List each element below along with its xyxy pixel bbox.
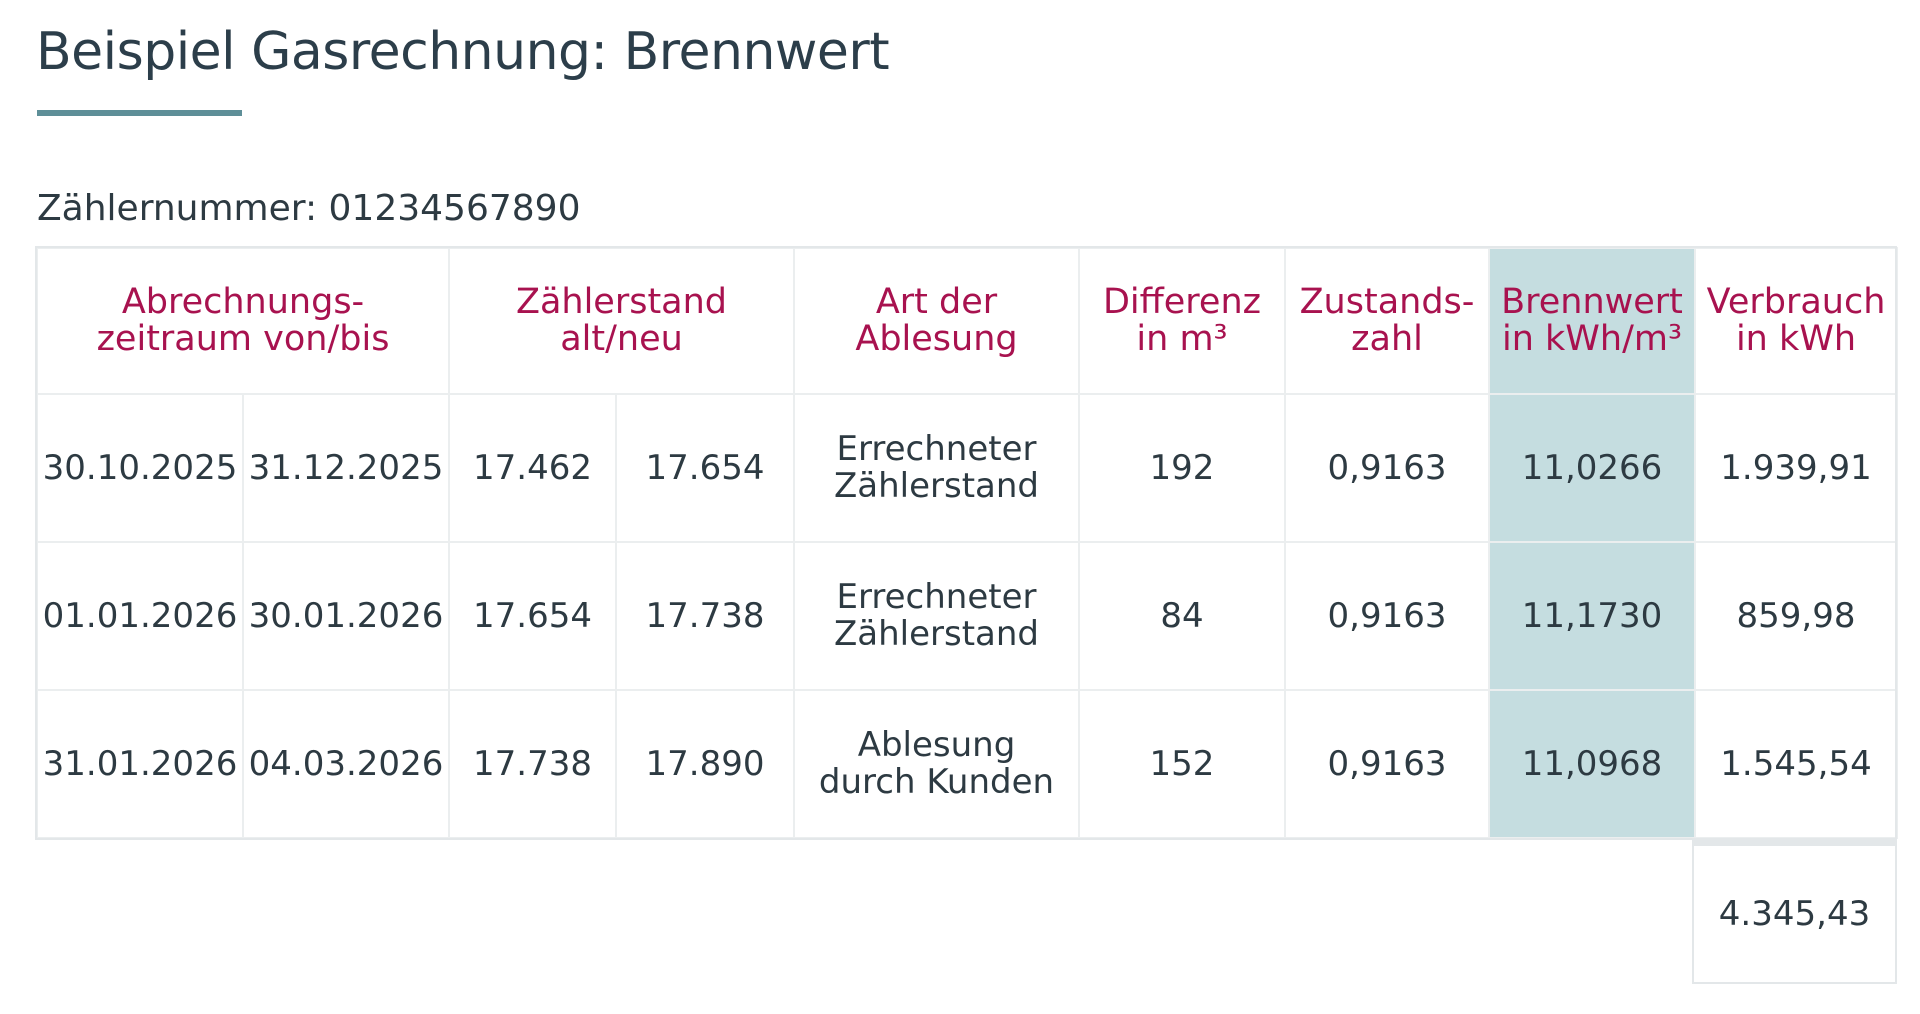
cell-reading-new: 17.738 (615, 541, 795, 691)
cell-reading-type: Errechneter Zählerstand (793, 541, 1080, 691)
cell-period-from: 30.10.2025 (36, 393, 244, 543)
cell-difference: 192 (1078, 393, 1286, 543)
meter-number-value: 01234567890 (328, 188, 581, 229)
table-row: 30.10.2025 31.12.2025 17.462 17.654 Erre… (36, 393, 1898, 543)
cell-difference: 152 (1078, 689, 1286, 839)
gas-bill-table: Abrechnungs-zeitraum von/bis Zählerstand… (36, 247, 1898, 839)
cell-period-to: 04.03.2026 (242, 689, 450, 839)
cell-consumption: 1.939,91 (1694, 393, 1898, 543)
header-state-number: Zustands-zahl (1284, 247, 1490, 395)
cell-reading-old: 17.654 (448, 541, 617, 691)
header-period: Abrechnungs-zeitraum von/bis (36, 247, 450, 395)
total-consumption: 4.345,43 (1692, 840, 1897, 984)
cell-state-number: 0,9163 (1284, 541, 1490, 691)
cell-reading-old: 17.738 (448, 689, 617, 839)
cell-consumption: 1.545,54 (1694, 689, 1898, 839)
cell-consumption: 859,98 (1694, 541, 1898, 691)
header-row: Abrechnungs-zeitraum von/bis Zählerstand… (36, 247, 1898, 395)
header-meter-reading: Zählerstand alt/neu (448, 247, 795, 395)
cell-state-number: 0,9163 (1284, 393, 1490, 543)
table-row: 01.01.2026 30.01.2026 17.654 17.738 Erre… (36, 541, 1898, 691)
cell-reading-new: 17.890 (615, 689, 795, 839)
header-calorific-value: Brennwert in kWh/m³ (1488, 247, 1696, 395)
header-reading-type: Art der Ablesung (793, 247, 1080, 395)
header-consumption: Verbrauch in kWh (1694, 247, 1898, 395)
cell-calorific-value: 11,0968 (1488, 689, 1696, 839)
cell-reading-new: 17.654 (615, 393, 795, 543)
cell-reading-type: Errechneter Zählerstand (793, 393, 1080, 543)
cell-period-to: 30.01.2026 (242, 541, 450, 691)
cell-reading-type: Ablesung durch Kunden (793, 689, 1080, 839)
title-underline (37, 110, 242, 116)
cell-calorific-value: 11,1730 (1488, 541, 1696, 691)
header-difference: Differenz in m³ (1078, 247, 1286, 395)
cell-difference: 84 (1078, 541, 1286, 691)
meter-number-label: Zählernummer: (37, 188, 318, 229)
cell-period-from: 01.01.2026 (36, 541, 244, 691)
cell-reading-old: 17.462 (448, 393, 617, 543)
meter-number-line: Zählernummer: 01234567890 (37, 188, 580, 229)
cell-calorific-value: 11,0266 (1488, 393, 1696, 543)
cell-period-from: 31.01.2026 (36, 689, 244, 839)
table-row: 31.01.2026 04.03.2026 17.738 17.890 Able… (36, 689, 1898, 839)
cell-period-to: 31.12.2025 (242, 393, 450, 543)
page-title: Beispiel Gasrechnung: Brennwert (36, 22, 890, 82)
cell-state-number: 0,9163 (1284, 689, 1490, 839)
